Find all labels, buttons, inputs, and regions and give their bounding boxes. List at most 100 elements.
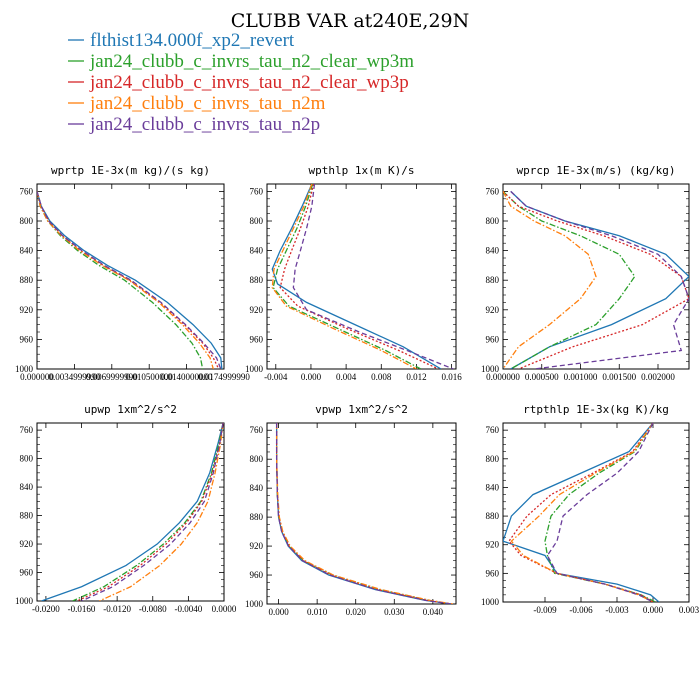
y-tick-label: 1000 — [245, 364, 264, 374]
x-tick-label: 0.008 — [371, 372, 392, 382]
x-tick-label: 0.000 — [268, 607, 289, 617]
x-tick-label: 0.010 — [307, 607, 328, 617]
series-line — [279, 184, 439, 369]
series-group — [41, 423, 224, 601]
x-tick-label: 0.012 — [406, 372, 426, 382]
y-tick-label: 920 — [486, 540, 500, 550]
x-tick-label: 0.003 — [679, 605, 700, 615]
y-tick-label: 1000 — [481, 364, 500, 374]
chart-panel: wprcp 1E-3x(m/s) (kg/kg) 760 800 840 880 920 9… — [481, 164, 690, 382]
series-line — [275, 423, 451, 604]
series-line — [76, 423, 224, 601]
x-tick-label: 0.0140000000 — [161, 372, 213, 382]
series-line — [510, 423, 654, 602]
y-tick-label: 760 — [486, 186, 500, 196]
y-tick-label: 1000 — [15, 364, 34, 374]
x-tick-label: -0.003 — [605, 605, 629, 615]
x-tick-label: 0.030 — [384, 607, 405, 617]
series-line — [81, 423, 224, 601]
series-line — [544, 423, 656, 602]
y-tick-label: 800 — [486, 216, 500, 226]
x-tick-label: 0.040 — [423, 607, 444, 617]
x-tick-label: 0.000000 — [486, 372, 520, 382]
chart-panel: rtpthlp 1E-3x(kg K)/kg 760 800 840 880 920 960… — [481, 403, 700, 615]
x-tick-label: -0.0160 — [68, 604, 96, 614]
chart-panel: upwp 1xm^2/s^27608008408809209601000-0.0… — [15, 403, 237, 614]
x-tick-label: 0.001000 — [564, 372, 598, 382]
plot-frame — [266, 183, 457, 370]
legend-label: jan24_clubb_c_invrs_tau_n2p — [89, 114, 320, 135]
panel-title: wprtp 1E-3x(m kg)/(s kg) — [51, 164, 210, 177]
x-tick-label: 0.000000 — [20, 372, 54, 382]
y-tick-label: 960 — [250, 570, 264, 580]
panel-title: vpwp 1xm^2/s^2 — [315, 403, 408, 416]
x-tick-label: -0.009 — [533, 605, 557, 615]
series-line — [275, 423, 452, 604]
y-tick-label: 840 — [20, 246, 34, 256]
plot-frame — [36, 183, 225, 370]
series-line — [272, 184, 422, 369]
x-tick-label: 0.000 — [643, 605, 664, 615]
x-tick-label: 0.0069999990 — [86, 372, 138, 382]
y-tick-label: 800 — [486, 454, 500, 464]
y-tick-label: 760 — [486, 425, 500, 435]
chart-panel: wprtp 1E-3x(m kg)/(s kg) 760 800 840 880 920 9… — [15, 164, 250, 382]
series-group — [275, 423, 454, 604]
series-group — [503, 190, 689, 369]
y-tick-label: 960 — [20, 568, 34, 578]
y-tick-label: 880 — [486, 275, 500, 285]
y-tick-label: 920 — [486, 305, 500, 315]
y-tick-label: 760 — [20, 186, 34, 196]
panel-title: rtpthlp 1E-3x(kg K)/kg — [523, 403, 669, 416]
y-tick-label: 880 — [20, 275, 34, 285]
chart-panel: wpthlp 1x(m K)/s 760 800 840 880 920 960 1000-0… — [245, 164, 462, 382]
x-tick-label: -0.0080 — [139, 604, 167, 614]
y-tick-label: 800 — [20, 454, 34, 464]
y-tick-label: 920 — [20, 305, 34, 315]
panel-title: upwp 1xm^2/s^2 — [84, 403, 177, 416]
y-tick-label: 800 — [250, 454, 264, 464]
x-tick-label: -0.006 — [569, 605, 593, 615]
y-tick-label: 920 — [250, 305, 264, 315]
legend: flthist134.000f_xp2_revertjan24_clubb_c_… — [68, 30, 414, 135]
series-line — [292, 184, 454, 369]
series-line — [275, 423, 453, 604]
series-line — [508, 423, 654, 602]
series-line — [37, 191, 204, 369]
plot-frame — [36, 422, 225, 602]
y-tick-label: 800 — [250, 216, 264, 226]
series-line — [37, 191, 222, 369]
series-line — [503, 423, 660, 602]
figure-title: CLUBB VAR at240E,29N — [231, 10, 470, 32]
y-tick-label: 920 — [250, 541, 264, 551]
series-line — [37, 191, 214, 369]
x-tick-label: -0.004 — [264, 372, 288, 382]
x-tick-label: 0.000 — [301, 372, 322, 382]
plot-frame — [502, 422, 690, 603]
y-tick-label: 1000 — [15, 596, 34, 606]
y-tick-label: 800 — [20, 216, 34, 226]
y-tick-label: 880 — [20, 511, 34, 521]
y-tick-label: 920 — [20, 539, 34, 549]
x-tick-label: 0.004 — [336, 372, 357, 382]
x-tick-label: -0.0040 — [175, 604, 203, 614]
series-line — [41, 423, 224, 601]
y-tick-label: 760 — [250, 186, 264, 196]
plot-frame — [266, 422, 457, 605]
chart-panel: vpwp 1xm^2/s^2 760 800 840 880 920 960 1000 0.00… — [245, 403, 457, 617]
x-tick-label: -0.0200 — [32, 604, 60, 614]
panel-title: wpthlp 1x(m K)/s — [309, 164, 415, 177]
y-tick-label: 840 — [250, 483, 264, 493]
series-line — [503, 190, 636, 369]
y-tick-label: 1000 — [481, 597, 500, 607]
y-tick-label: 880 — [486, 511, 500, 521]
y-tick-label: 1000 — [245, 599, 264, 609]
y-tick-label: 960 — [250, 334, 264, 344]
series-group — [37, 191, 223, 369]
series-line — [510, 190, 689, 369]
y-tick-label: 840 — [486, 246, 500, 256]
series-line — [546, 423, 654, 602]
y-tick-label: 760 — [20, 425, 34, 435]
x-tick-label: 0.0000 — [212, 604, 237, 614]
legend-label: jan24_clubb_c_invrs_tau_n2_clear_wp3p — [89, 72, 409, 93]
